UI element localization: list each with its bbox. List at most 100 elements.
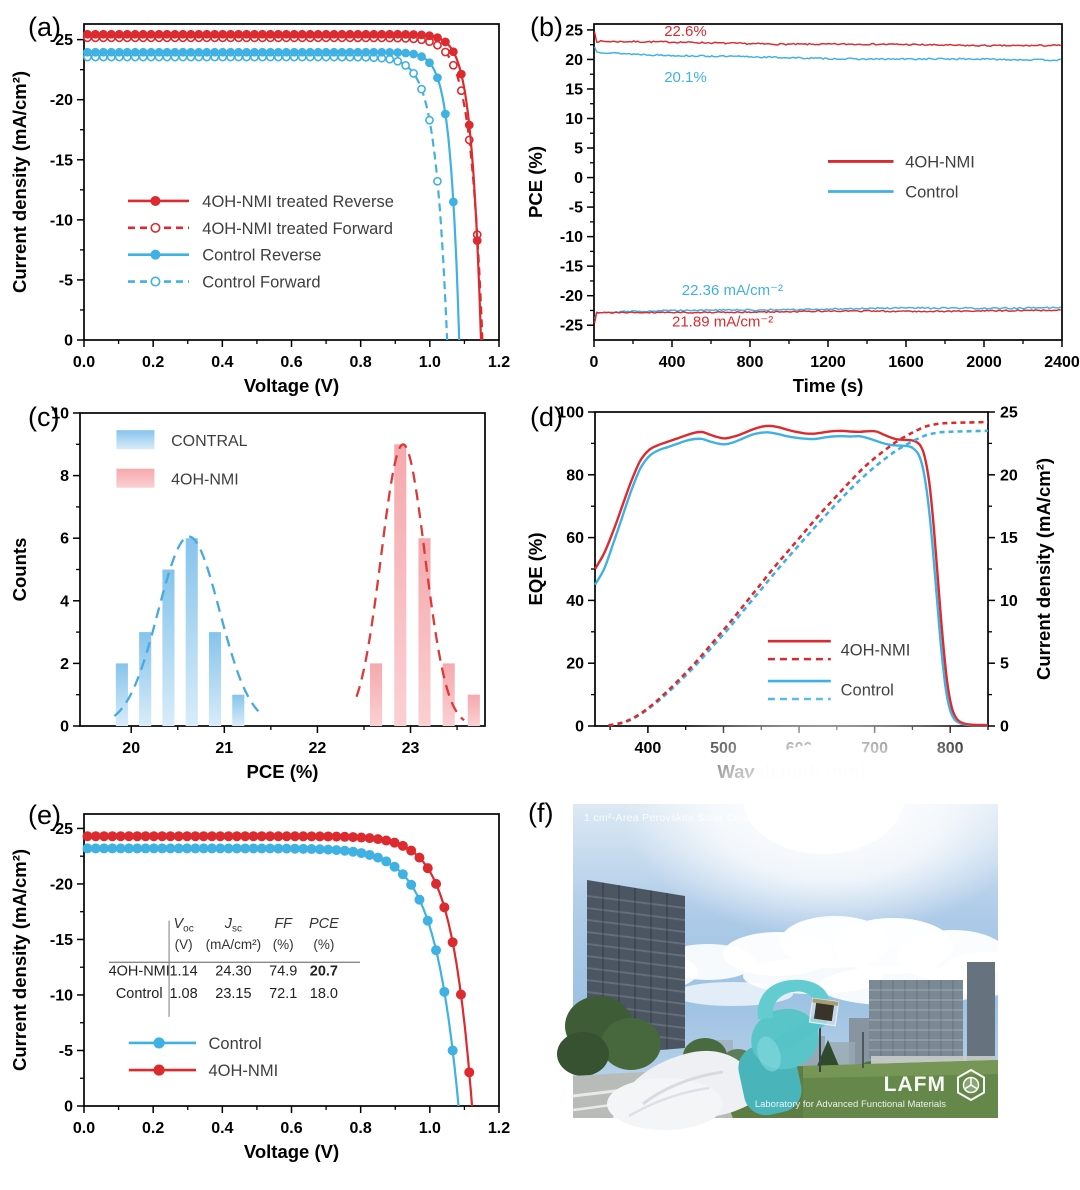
svg-text:15: 15 <box>565 81 583 98</box>
panel-b: (b) 0 400 800 1200 1600 2000 2400 25 20 15 10 5 0 -5 -… <box>522 4 1080 396</box>
panel-b-series <box>593 32 1062 324</box>
panel-e-plot: 0.0 0.2 0.4 0.6 0.8 1.0 1.2 0 -5 -10 -15 -20 -25 Volt… <box>9 813 510 1162</box>
lafm-subtitle: Laboratory for Advanced Functional Mater… <box>754 1099 946 1110</box>
svg-text:1600: 1600 <box>888 354 924 371</box>
photo-caption: 1 cm²-Area Perovskite Solar Cells <box>584 812 752 824</box>
panel-c-axes: 20 21 22 23 0 2 4 6 8 10 PCE (%) Counts <box>9 406 486 782</box>
panel-b-legend: 4OH-NMI Control <box>828 153 975 201</box>
svg-text:18.0: 18.0 <box>310 986 338 1002</box>
panel-b-annotations: 22.6% 20.1% 22.36 mA/cm⁻² 21.89 mA/cm⁻² <box>664 23 783 331</box>
panel-f-label: (f) <box>528 798 554 828</box>
svg-text:20: 20 <box>566 656 584 673</box>
svg-text:0: 0 <box>60 719 69 736</box>
svg-text:72.1: 72.1 <box>269 986 297 1002</box>
svg-text:PCE (%): PCE (%) <box>247 761 319 782</box>
svg-text:21: 21 <box>215 740 233 757</box>
svg-text:-10: -10 <box>560 229 583 246</box>
svg-text:-5: -5 <box>59 272 73 289</box>
svg-text:(%): (%) <box>313 937 334 952</box>
svg-text:0: 0 <box>64 1099 73 1116</box>
svg-text:Jsc: Jsc <box>224 916 242 935</box>
svg-text:Current density (mA/cm²): Current density (mA/cm²) <box>9 849 30 1071</box>
svg-text:0.6: 0.6 <box>280 1120 302 1137</box>
panel-e: (e) 0.0 0.2 0.4 0.6 0.8 1.0 1.2 0 -5 -10 -15 -20 -25… <box>6 792 525 1190</box>
svg-text:2000: 2000 <box>966 354 1002 371</box>
svg-text:Control: Control <box>209 1035 262 1053</box>
svg-text:Current density (mA/cm²): Current density (mA/cm²) <box>1033 458 1054 680</box>
svg-text:Control: Control <box>905 183 958 201</box>
panel-c-label: (c) <box>28 402 60 432</box>
svg-text:20: 20 <box>1000 467 1018 484</box>
svg-text:20.1%: 20.1% <box>664 69 707 86</box>
svg-text:22.6%: 22.6% <box>664 23 707 40</box>
panel-d-label: (d) <box>530 402 563 432</box>
svg-text:-25: -25 <box>560 318 583 335</box>
svg-text:-25: -25 <box>50 821 73 838</box>
svg-text:21.89 mA/cm⁻²: 21.89 mA/cm⁻² <box>672 314 773 331</box>
svg-text:4OH-NMI: 4OH-NMI <box>109 963 170 979</box>
svg-text:Control Forward: Control Forward <box>202 274 320 292</box>
svg-text:25: 25 <box>1000 405 1018 422</box>
sun <box>743 744 903 854</box>
panel-d-series <box>593 420 989 727</box>
svg-text:20.7: 20.7 <box>310 963 338 979</box>
svg-text:Control Reverse: Control Reverse <box>202 247 321 265</box>
svg-text:100: 100 <box>557 405 584 422</box>
svg-text:0.2: 0.2 <box>142 354 164 371</box>
svg-text:0.6: 0.6 <box>280 354 302 371</box>
svg-text:20: 20 <box>122 740 140 757</box>
svg-text:(%): (%) <box>273 937 294 952</box>
svg-text:10: 10 <box>565 111 583 128</box>
svg-text:1.08: 1.08 <box>169 986 197 1002</box>
svg-text:23: 23 <box>402 740 420 757</box>
svg-text:15: 15 <box>1000 530 1018 547</box>
svg-text:2400: 2400 <box>1044 354 1080 371</box>
svg-text:Current density (mA/cm²): Current density (mA/cm²) <box>9 71 30 293</box>
svg-text:-20: -20 <box>50 876 73 893</box>
photo-logo-row: LAFM <box>884 1068 988 1102</box>
panel-e-label: (e) <box>28 800 61 830</box>
svg-text:40: 40 <box>566 593 584 610</box>
panel-c-legend: CONTRAL 4OH-NMI <box>116 430 248 489</box>
panel-c-plot: 20 21 22 23 0 2 4 6 8 10 PCE (%) Counts CONTRAL 4OH-N… <box>9 406 486 782</box>
svg-text:0: 0 <box>575 719 584 736</box>
panel-b-plot: 0 400 800 1200 1600 2000 2400 25 20 15 10 5 0 -5 -10 -1… <box>525 22 1080 396</box>
svg-text:60: 60 <box>566 530 584 547</box>
svg-text:20: 20 <box>565 52 583 69</box>
svg-text:4OH-NMI treated Reverse: 4OH-NMI treated Reverse <box>202 193 394 211</box>
svg-text:0.0: 0.0 <box>73 1120 95 1137</box>
lab-coat-sleeve <box>607 1050 765 1130</box>
svg-text:-15: -15 <box>560 259 583 276</box>
svg-text:4: 4 <box>60 593 69 610</box>
svg-text:80: 80 <box>566 467 584 484</box>
svg-text:0.8: 0.8 <box>350 1120 372 1137</box>
svg-text:-20: -20 <box>560 288 583 305</box>
svg-text:4OH-NMI: 4OH-NMI <box>841 642 911 660</box>
panel-e-series <box>82 831 475 1107</box>
svg-text:0.2: 0.2 <box>142 1120 164 1137</box>
svg-text:0.4: 0.4 <box>211 354 233 371</box>
svg-text:22: 22 <box>309 740 327 757</box>
svg-text:-20: -20 <box>50 92 73 109</box>
svg-text:4OH-NMI: 4OH-NMI <box>905 153 975 171</box>
panel-b-axes: 0 400 800 1200 1600 2000 2400 25 20 15 10 5 0 -5 -10 -1… <box>525 22 1080 396</box>
svg-text:1.2: 1.2 <box>488 354 510 371</box>
svg-text:Voltage (V): Voltage (V) <box>244 1141 339 1162</box>
svg-text:400: 400 <box>659 354 686 371</box>
svg-text:(mA/cm²): (mA/cm²) <box>206 937 261 952</box>
panel-a: (a) 0.0 0.2 0.4 0.6 0.8 1.0 1.2 0 -5 -10 -15 -20 -25… <box>6 4 525 396</box>
svg-text:-15: -15 <box>50 932 73 949</box>
lafm-logo-icon <box>957 1068 985 1102</box>
svg-text:1.0: 1.0 <box>419 1120 441 1137</box>
photo-illustration <box>557 687 1033 1130</box>
svg-text:74.9: 74.9 <box>269 963 297 979</box>
svg-text:-10: -10 <box>50 212 73 229</box>
svg-text:0: 0 <box>64 333 73 350</box>
svg-text:0: 0 <box>590 354 599 371</box>
svg-text:-25: -25 <box>50 32 73 49</box>
panel-a-series <box>83 29 484 341</box>
svg-text:6: 6 <box>60 531 69 548</box>
svg-text:-10: -10 <box>50 987 73 1004</box>
svg-text:Voc: Voc <box>173 916 193 935</box>
svg-text:24.30: 24.30 <box>215 963 251 979</box>
